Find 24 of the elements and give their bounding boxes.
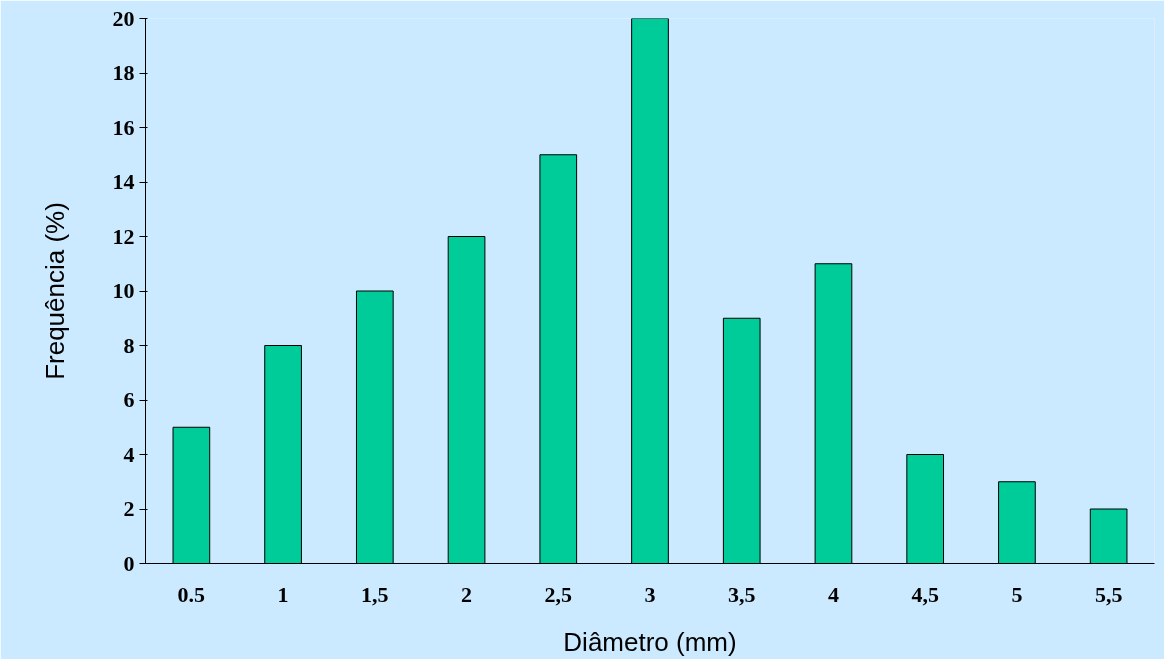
x-tick-label: 0.5: [177, 581, 206, 607]
y-tick-label: 0: [123, 550, 135, 576]
x-tick-label: 1,5: [361, 581, 389, 607]
x-tick-label: 5,5: [1094, 581, 1123, 607]
y-tick-label: 10: [112, 278, 135, 303]
y-tick-label: 6: [123, 387, 135, 412]
x-tick-label: 5: [1011, 581, 1023, 607]
x-tick-label: 1: [277, 581, 289, 607]
x-tick-label: 4: [827, 581, 839, 607]
y-tick-label: 20: [112, 5, 135, 31]
y-tick-label: 8: [123, 332, 135, 358]
y-tick-label: 2: [123, 496, 135, 521]
y-tick-label: 16: [112, 114, 135, 140]
x-tick-label: 2,5: [544, 581, 573, 607]
x-axis-title: Diâmetro (mm): [563, 626, 737, 657]
y-tick-label: 4: [123, 441, 135, 467]
x-tick-label: 4,5: [911, 581, 939, 607]
x-tick-label: 3: [644, 581, 656, 607]
x-tick-label: 3,5: [727, 581, 756, 607]
y-tick-label: 12: [112, 223, 135, 249]
x-tick-label: 2: [461, 581, 473, 607]
y-tick-label: 14: [112, 169, 135, 194]
y-axis-title: Frequência (%): [39, 202, 70, 380]
y-tick-label: 18: [112, 60, 135, 85]
